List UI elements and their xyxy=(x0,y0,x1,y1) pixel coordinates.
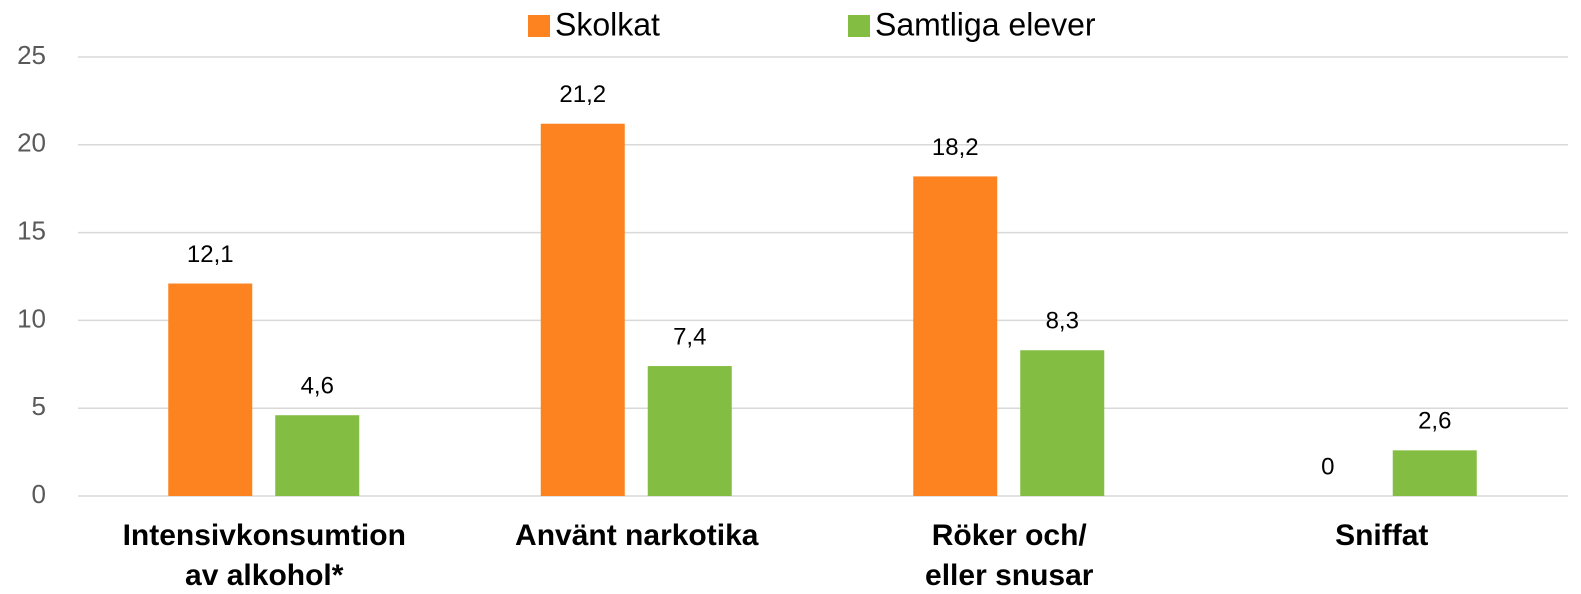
x-tick-label: Röker och/ eller snusar xyxy=(925,519,1094,592)
data-label: 21,2 xyxy=(559,81,606,108)
data-label: 8,3 xyxy=(1046,308,1079,335)
bar xyxy=(647,366,732,496)
bar xyxy=(913,176,998,496)
y-tick-label: 15 xyxy=(17,215,46,245)
y-tick-label: 25 xyxy=(17,40,46,70)
legend-swatch xyxy=(528,15,550,37)
data-label: 7,4 xyxy=(673,323,706,350)
y-tick-label: 0 xyxy=(32,479,46,509)
bar xyxy=(275,415,360,496)
bar xyxy=(168,283,253,496)
data-label: 2,6 xyxy=(1418,408,1451,435)
y-tick-label: 10 xyxy=(17,303,46,333)
x-tick-label: Använt narkotika xyxy=(515,519,759,552)
x-tick-label: Intensivkonsumtion av alkohol* xyxy=(122,519,406,592)
data-label: 18,2 xyxy=(932,134,979,161)
legend-swatch xyxy=(848,15,870,37)
bar xyxy=(540,123,625,496)
bar xyxy=(1392,450,1477,496)
bar xyxy=(1020,350,1105,496)
y-tick-label: 5 xyxy=(32,391,46,421)
legend-label: Samtliga elever xyxy=(875,6,1096,42)
data-label: 0 xyxy=(1321,453,1334,480)
y-tick-label: 20 xyxy=(17,128,46,158)
legend-label: Skolkat xyxy=(555,6,660,42)
x-tick-label: Sniffat xyxy=(1335,519,1429,552)
data-label: 12,1 xyxy=(187,241,234,268)
data-label: 4,6 xyxy=(301,373,334,400)
